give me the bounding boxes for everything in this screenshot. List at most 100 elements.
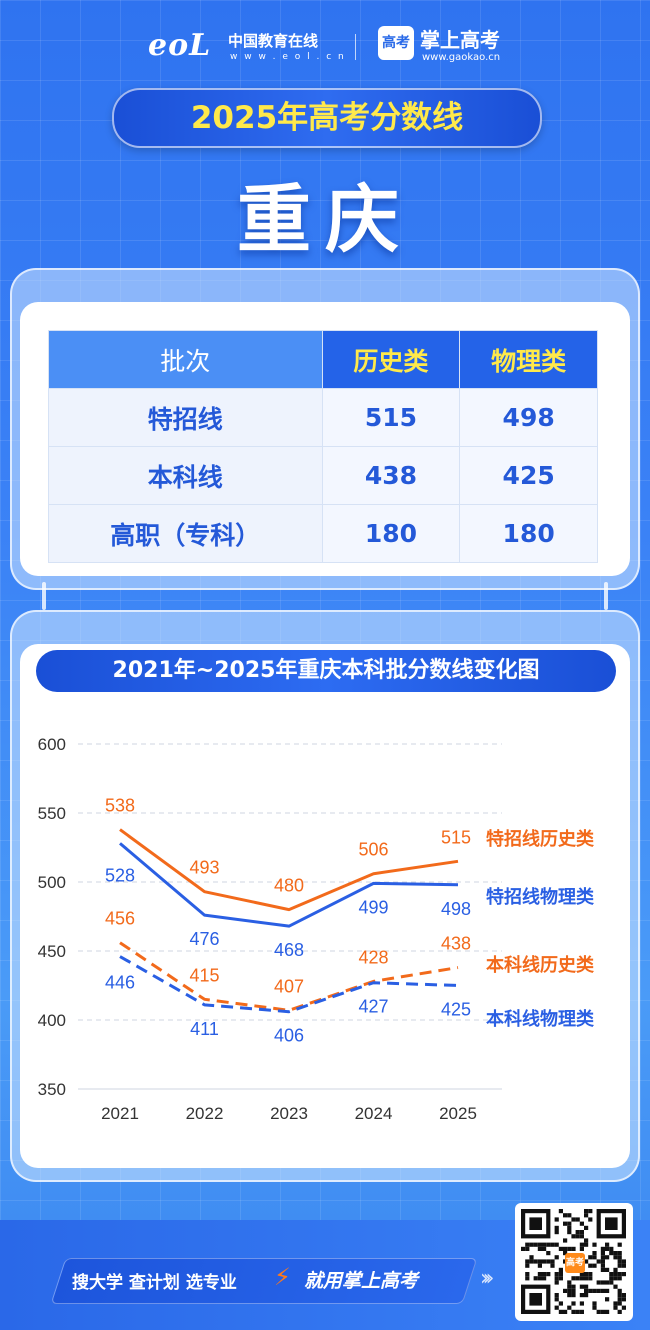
qr-module [579,1301,584,1306]
qr-module [592,1242,597,1247]
header-batch: 批次 [48,330,323,389]
qr-module [617,1242,622,1247]
chart-card [20,644,630,1168]
qr-module [600,1255,605,1260]
qr-module [579,1246,584,1251]
qr-module [596,1288,601,1293]
qr-module [617,1272,622,1277]
qr-module [613,1272,618,1277]
qr-module [563,1238,568,1243]
title-banner: 2025年高考分数线 [112,88,542,148]
qr-center-logo: 高考 [565,1253,585,1273]
qr-module [609,1276,614,1281]
qr-module [558,1267,563,1272]
qr-module [554,1225,559,1230]
qr-module [571,1234,576,1239]
qr-finder [529,1217,542,1230]
qr-module [621,1293,626,1298]
qr-module [554,1297,559,1302]
qr-module [600,1259,605,1264]
qr-module [571,1276,576,1281]
qr-module [600,1288,605,1293]
qr-module [596,1309,601,1314]
qr-module [542,1272,547,1277]
qr-module [584,1293,589,1298]
brand-gaokao-name: 掌上高考 [420,28,500,52]
physics-score: 180 [459,504,598,563]
qr-module [609,1280,614,1285]
qr-module [617,1293,622,1298]
qr-module [617,1263,622,1268]
qr-module [617,1276,622,1281]
header-physics: 物理类 [459,330,598,389]
qr-module [567,1225,572,1230]
qr-module [571,1284,576,1289]
qr-module [533,1259,538,1264]
qr-module [567,1293,572,1298]
qr-module [537,1246,542,1251]
table-row: 本科线 438 425 [48,446,598,505]
qr-module [592,1305,597,1310]
qr-module [558,1309,563,1314]
qr-module [571,1217,576,1222]
qr-module [575,1230,580,1235]
page-title: 2025年高考分数线 [190,100,464,136]
qr-module [588,1288,593,1293]
qr-module [542,1242,547,1247]
qr-module [592,1251,597,1256]
qr-module [571,1246,576,1251]
qr-module [617,1255,622,1260]
qr-module [579,1293,584,1298]
qr-code[interactable]: 高考 [515,1203,633,1321]
qr-module [525,1242,530,1247]
qr-module [579,1221,584,1226]
qr-module [563,1246,568,1251]
qr-module [605,1297,610,1302]
qr-module [533,1276,538,1281]
qr-module [567,1230,572,1235]
double-chevron-right-icon: ››› [480,1266,495,1291]
slogan-search: 搜大学 查计划 选专业 [72,1273,237,1293]
connector-pin-left [42,582,46,610]
qr-module [579,1234,584,1239]
qr-module [584,1225,589,1230]
qr-module [584,1213,589,1218]
table-row: 高职（专科） 180 180 [48,504,598,563]
qr-module [563,1288,568,1293]
qr-module [579,1242,584,1247]
qr-module [554,1230,559,1235]
table-row: 特招线 515 498 [48,388,598,447]
qr-module [554,1276,559,1281]
qr-module [571,1288,576,1293]
qr-module [613,1267,618,1272]
qr-module [617,1259,622,1264]
qr-module [579,1230,584,1235]
batch-label: 本科线 [48,446,323,505]
qr-module [525,1276,530,1281]
qr-module [567,1288,572,1293]
qr-module [600,1309,605,1314]
gaokao-logo-icon[interactable]: 高考 [378,26,414,60]
qr-module [613,1305,618,1310]
qr-module [613,1255,618,1260]
eol-logo[interactable]: eoL [148,28,212,63]
qr-module [567,1221,572,1226]
qr-module [596,1280,601,1285]
qr-module [613,1276,618,1281]
qr-module [575,1309,580,1314]
qr-module [525,1263,530,1268]
qr-module [558,1272,563,1277]
header-divider [355,34,356,60]
qr-module [554,1217,559,1222]
qr-module [558,1246,563,1251]
brand-eol-url: w w w . e o l . c n [230,52,346,62]
qr-module [613,1284,618,1289]
qr-module [617,1251,622,1256]
qr-module [609,1272,614,1277]
qr-module [537,1276,542,1281]
qr-module [600,1246,605,1251]
qr-module [613,1301,618,1306]
score-table: 批次 历史类 物理类 特招线 515 498 本科线 438 425 高职（专科… [48,330,598,563]
qr-module [584,1272,589,1277]
qr-finder [529,1293,542,1306]
